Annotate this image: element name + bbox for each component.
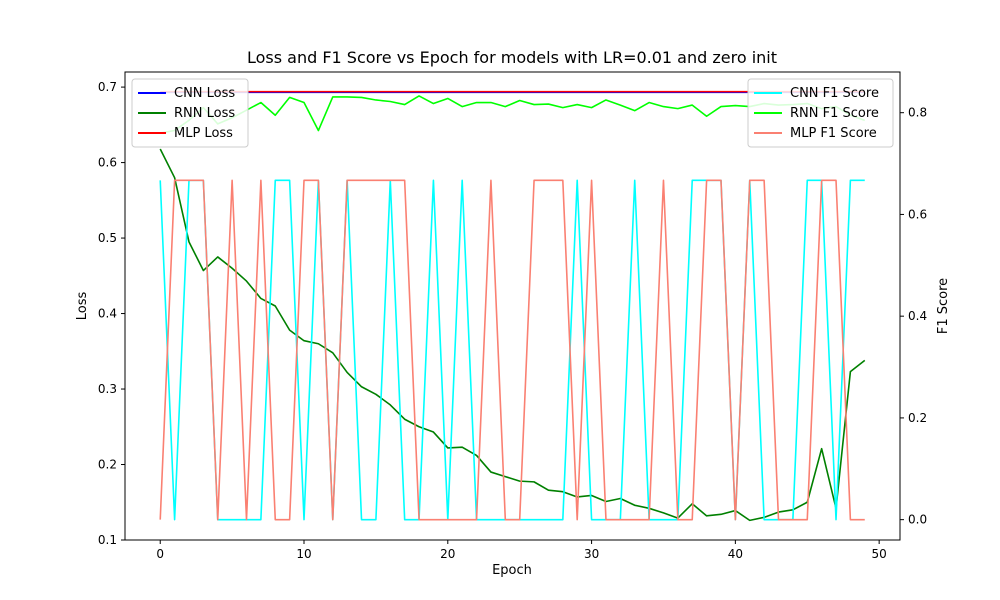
- x-tick-label: 30: [584, 547, 599, 561]
- y-tick-label: 0.6: [98, 156, 117, 170]
- series-line-mlp-f1-score: [159, 179, 865, 521]
- y2-axis-label: F1 Score: [936, 278, 951, 334]
- y-tick-label: 0.1: [98, 533, 117, 547]
- y2-tick-label: 0.2: [908, 411, 927, 425]
- x-axis-ticks: 0 10 20 30 40 50: [156, 540, 887, 561]
- legend-label-rnn-loss: RNN Loss: [174, 106, 235, 121]
- f1-series-group: [159, 95, 866, 521]
- legend-label-mlp-f1-score: MLP F1 Score: [790, 126, 877, 141]
- legend-label-cnn-f1-score: CNN F1 Score: [790, 86, 879, 101]
- legend-box: [747, 78, 894, 148]
- y-tick-label: 0.3: [98, 382, 117, 396]
- y-tick-label: 0.2: [98, 458, 117, 472]
- y-axis-label: Loss: [75, 292, 90, 321]
- x-tick-label: 10: [296, 547, 311, 561]
- chart-title: Loss and F1 Score vs Epoch for models wi…: [247, 48, 777, 67]
- y2-tick-label: 0.4: [908, 309, 927, 323]
- x-tick-label: 40: [728, 547, 743, 561]
- y-tick-label: 0.7: [98, 80, 117, 94]
- loss-series-group: [159, 90, 866, 522]
- x-tick-label: 20: [440, 547, 455, 561]
- legend-loss: CNN Loss RNN Loss MLP Loss: [131, 78, 249, 148]
- y-tick-label: 0.5: [98, 231, 117, 245]
- axes-frame: [124, 71, 901, 541]
- x-tick-label: 0: [156, 547, 164, 561]
- legend-label-mlp-loss: MLP Loss: [174, 126, 233, 141]
- y2-tick-label: 0.6: [908, 207, 927, 221]
- y-axis-ticks: 0.1 0.2 0.3 0.4 0.5 0.6 0.7: [98, 80, 125, 547]
- series-line-rnn-loss: [159, 148, 866, 522]
- series-line-rnn-f1-score: [160, 95, 866, 134]
- y2-tick-label: 0.8: [908, 106, 927, 120]
- legend-label-cnn-loss: CNN Loss: [174, 86, 235, 101]
- legend-box: [131, 78, 249, 148]
- legend-f1: CNN F1 Score RNN F1 Score MLP F1 Score: [747, 78, 894, 148]
- x-axis-label: Epoch: [492, 563, 532, 578]
- y-tick-label: 0.4: [98, 307, 117, 321]
- x-tick-label: 50: [872, 547, 887, 561]
- legend-label-rnn-f1-score: RNN F1 Score: [790, 106, 879, 121]
- y2-tick-label: 0.0: [908, 513, 927, 527]
- y2-axis-ticks: 0.0 0.2 0.4 0.6 0.8: [900, 106, 927, 527]
